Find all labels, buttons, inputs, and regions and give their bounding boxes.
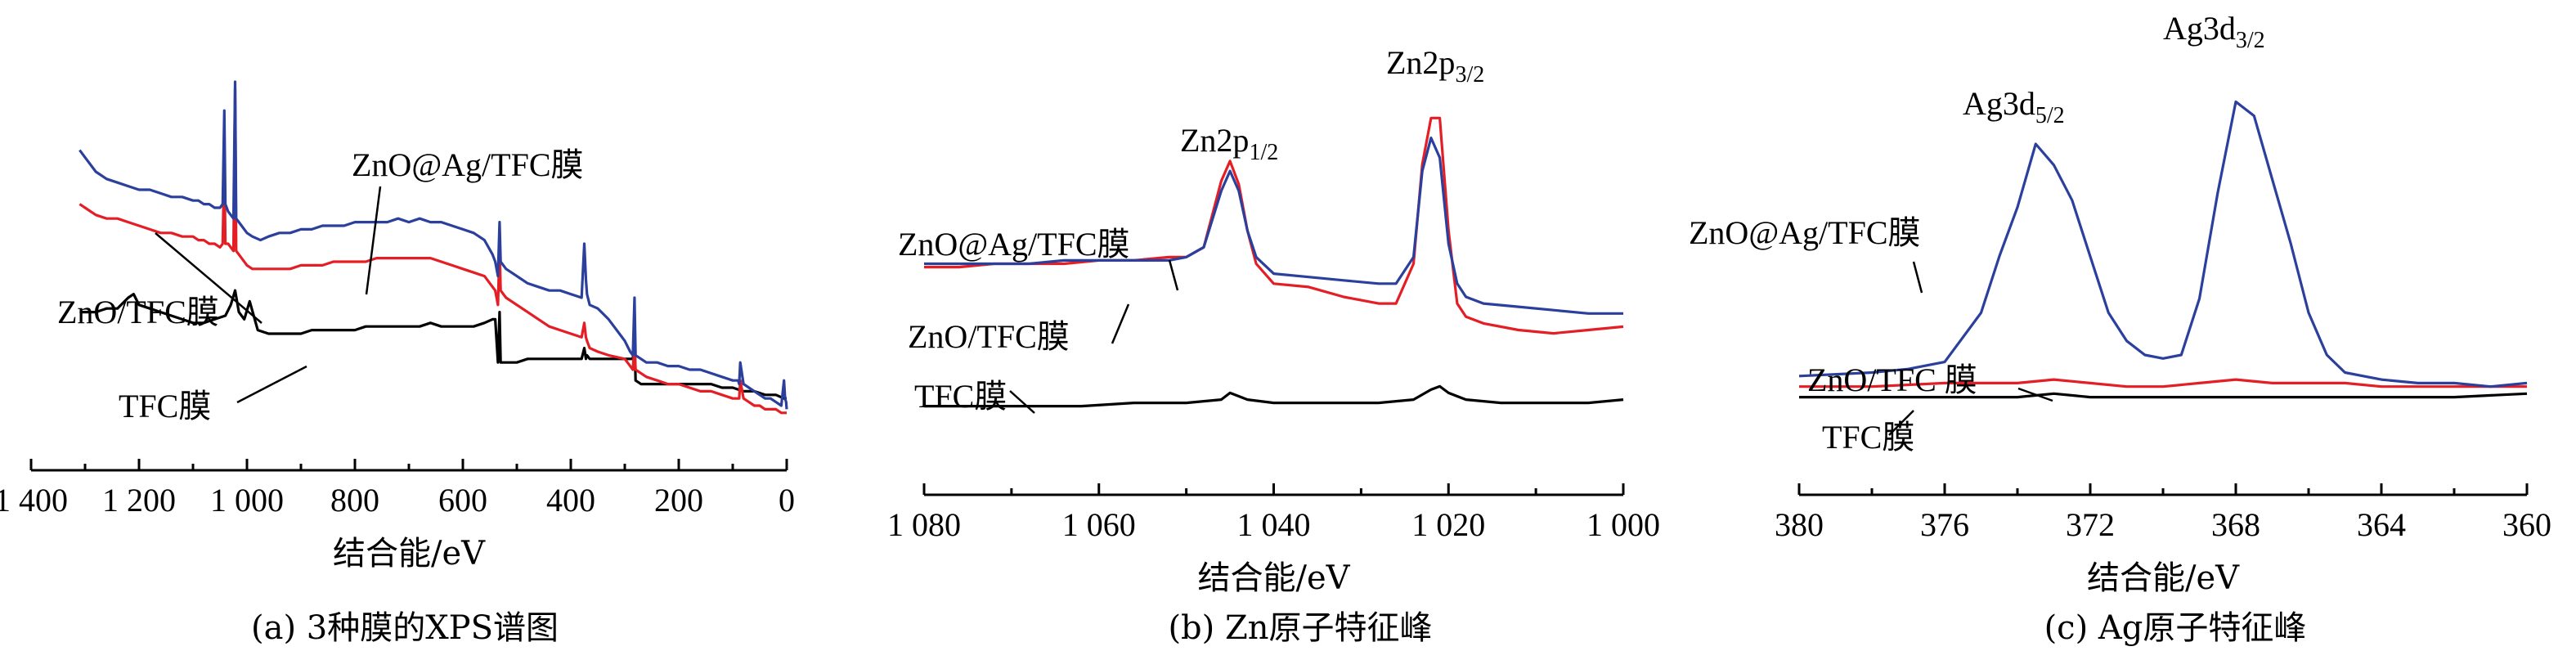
x-tick-label: 400 — [546, 482, 595, 519]
peak-label: Ag3d5/2 — [1963, 85, 2065, 128]
x-tick-label: 800 — [330, 482, 379, 519]
series-label: ZnO@Ag/TFC膜 — [1689, 214, 1921, 251]
series-label: TFC膜 — [119, 388, 211, 424]
series-line-red — [79, 88, 788, 415]
x-tick-label: 600 — [438, 482, 487, 519]
leader-line — [1888, 410, 1914, 436]
panel-c-caption: (c) Ag原子特征峰 — [2044, 609, 2307, 647]
peak-label: Zn2p3/2 — [1386, 44, 1484, 88]
x-tick-label: 380 — [1775, 506, 1824, 543]
x-axis-label: 结合能/eV — [2087, 559, 2240, 597]
panel-a-caption: (a) 3种膜的XPS谱图 — [250, 609, 559, 647]
x-tick-label: 1 060 — [1062, 506, 1136, 543]
x-tick-label: 1 020 — [1411, 506, 1485, 543]
panel-a: 1 400 1 200 1 000 800 600 400 200 0 结合能/eV ZnO@Ag… — [0, 0, 818, 660]
x-tick-label: 1 200 — [102, 482, 176, 519]
series-label: ZnO@Ag/TFC膜 — [352, 146, 584, 183]
x-tick-label: 1 040 — [1237, 506, 1311, 543]
x-tick-label: 360 — [2502, 506, 2551, 543]
x-tick-label: 0 — [779, 482, 795, 519]
peak-label: Ag3d3/2 — [2163, 10, 2265, 53]
leader-line — [365, 186, 382, 295]
series-label: ZnO@Ag/TFC膜 — [898, 226, 1130, 263]
series-line-black — [924, 384, 1624, 408]
x-axis-label: 结合能/eV — [333, 535, 486, 572]
leader-line — [2017, 387, 2053, 402]
series-line-blue — [79, 80, 788, 410]
leader-line — [1168, 259, 1179, 291]
x-tick-label: 372 — [2066, 506, 2115, 543]
series-line-red — [1799, 378, 2527, 388]
x-tick-label: 1 400 — [0, 482, 68, 519]
leader-line — [1111, 303, 1130, 344]
series-line-black — [1799, 392, 2528, 399]
leader-line — [1009, 390, 1035, 414]
leader-line — [1912, 261, 1923, 294]
panel-c-chart: 380 376 372 368 364 360 结合能/eV ZnO@Ag/TFC膜 ZnO/T… — [1689, 10, 2551, 597]
leader-line — [236, 365, 307, 404]
x-tick-label: 364 — [2357, 506, 2406, 543]
x-tick-label: 368 — [2211, 506, 2260, 543]
series-line-blue — [1798, 100, 2528, 388]
series-label: ZnO/TFC 膜 — [1807, 361, 1977, 398]
panel-b: 1 080 1 060 1 040 1 020 1 000 结合能/eV ZnO@Ag/TF… — [859, 0, 1693, 660]
panel-a-chart: 1 400 1 200 1 000 800 600 400 200 0 结合能/eV ZnO@Ag… — [0, 80, 795, 572]
panel-c: 380 376 372 368 364 360 结合能/eV ZnO@Ag/TFC膜 ZnO/T… — [1689, 0, 2576, 660]
series-line-black — [79, 289, 787, 400]
x-tick-label: 376 — [1920, 506, 1969, 543]
leader-line — [155, 232, 263, 324]
x-tick-label: 1 000 — [1586, 506, 1660, 543]
x-tick-label: 1 000 — [210, 482, 284, 519]
x-tick-label: 200 — [654, 482, 703, 519]
x-tick-label: 1 080 — [887, 506, 961, 543]
series-label: ZnO/TFC膜 — [908, 318, 1070, 355]
panel-b-chart: 1 080 1 060 1 040 1 020 1 000 结合能/eV ZnO@Ag/TF… — [887, 44, 1660, 597]
series-label: TFC膜 — [914, 378, 1007, 415]
x-axis-label: 结合能/eV — [1197, 559, 1350, 597]
series-label: ZnO/TFC膜 — [57, 294, 219, 330]
panel-b-caption: (b) Zn原子特征峰 — [1168, 609, 1433, 647]
series-line-blue — [924, 137, 1623, 315]
peak-label: Zn2p1/2 — [1180, 122, 1278, 165]
